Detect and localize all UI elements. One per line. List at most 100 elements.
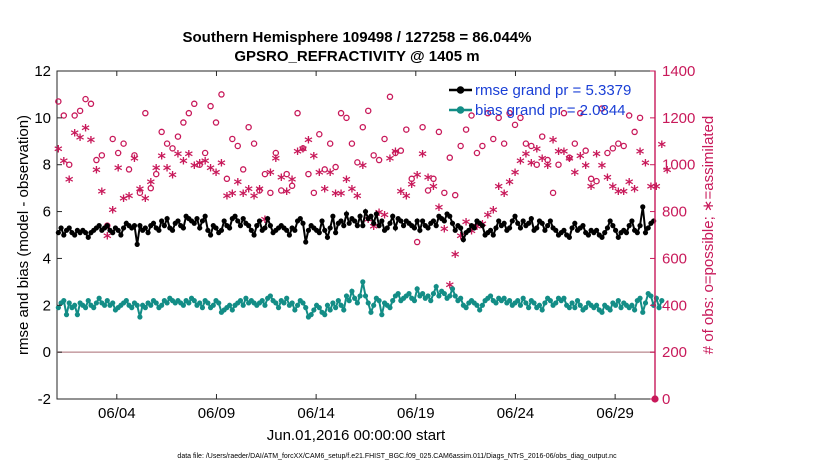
obs-possible-point [500,140,508,147]
obs-assimilated-point: * [424,170,433,189]
obs-possible-point [316,131,323,138]
bias-series-point [618,305,624,311]
obs-assimilated-point: * [261,212,270,231]
bias-series-point [360,279,366,285]
bias-series-point [406,290,412,297]
bias-series-point [205,300,211,306]
obs-assimilated-point: * [380,207,389,226]
obs-possible-point [60,112,68,119]
bias-series-point [436,293,442,299]
obs-assimilated-point: * [451,247,460,266]
bias-series-point [82,305,89,311]
obs-possible-point [218,91,225,98]
obs-possible-point [109,135,116,143]
obs-possible-point [343,114,350,122]
bias-series-point [341,307,347,313]
y2-tick-label: 800 [662,204,687,221]
bias-series-point [294,302,301,308]
obs-assimilated-point: * [560,144,569,163]
obs-possible-point [82,95,89,103]
y2-tick-label: 200 [662,344,687,361]
obs-assimilated-point: * [179,153,188,172]
obs-assimilated-point: * [658,137,667,156]
bias-series-point [137,314,143,320]
bias-series-point [338,302,344,308]
obs-possible-point [560,109,568,117]
obs-assimilated-point: * [522,146,531,165]
y2-tick-label: 1400 [662,63,695,80]
bias-series-point [262,302,268,308]
bias-series-point [477,307,483,313]
rmse-series-point [623,230,630,236]
rmse-series-point [194,216,200,222]
obs-assimilated-point: * [315,165,324,184]
obs-assimilated-point: * [293,144,302,163]
bias-series-point [311,307,317,313]
obs-possible-point [120,140,127,147]
obs-assimilated-point: * [266,165,275,184]
bias-series-point [349,288,355,294]
rmse-series-point [316,230,322,236]
rmse-series-point [354,223,360,229]
rmse-series-point [248,227,254,233]
bias-series-point [210,302,216,308]
rmse-series-point [634,230,640,236]
bias-series-point [441,290,447,297]
rmse-series-point [390,213,396,219]
obs-possible-point [163,140,171,147]
obs-assimilated-point: * [620,184,629,203]
obs-possible-point [593,177,600,185]
rmse-series-point [471,225,477,231]
obs-assimilated-point: * [163,160,172,179]
x-axis: 06/04 06/09 06/14 06/19 06/24 06/29 [98,71,634,422]
obs-assimilated-point: * [408,177,417,196]
obs-possible-point [191,100,198,108]
bias-series-point [216,300,222,306]
rmse-series-point [419,218,426,224]
obs-assimilated-point: * [598,158,607,177]
rmse-series-point [134,241,140,247]
obs-possible-point [158,128,165,136]
obs-possible-point [473,149,481,157]
obs-assimilated-point: * [239,186,248,205]
rmse-series-point [284,227,290,233]
bias-series-point [419,290,426,297]
y-tick-label: 0 [43,344,51,361]
rmse-series-point [585,232,592,238]
obs-assimilated-point: * [489,203,498,222]
rmse-series-point [104,223,110,229]
legend: rmse grand pr = 5.3379 bias grand pr = 2… [449,82,631,119]
bias-series-point [199,305,206,311]
rmse-series-point [207,232,214,238]
x-tick-label: 06/09 [198,405,236,422]
bias-series-point [303,305,309,311]
rmse-series-point [572,220,578,226]
rmse-series-point [256,218,263,224]
rmse-series-point [368,213,374,219]
bias-series-point [333,305,339,311]
rmse-series-point [221,218,227,224]
rmse-series-point [292,227,298,233]
bias-series-point [142,305,148,311]
bias-series-point [129,305,135,311]
rmse-series-point [319,218,325,224]
x-tick-label: 06/24 [497,405,535,422]
rmse-series-point [629,218,635,224]
obs-possible-point [413,238,421,246]
rmse-series-point [580,223,586,229]
obs-possible-point [386,93,394,101]
rmse-series-point [528,216,534,222]
bias-series-point [637,295,643,301]
bias-series-point [515,298,521,304]
rmse-series-point [164,216,170,222]
rmse-series-point [604,225,611,231]
rmse-series-point [357,213,363,219]
rmse-series-point [85,234,91,240]
rmse-series-point [371,220,377,226]
obs-possible-point [370,152,377,159]
bias-series-point [379,312,385,318]
obs-possible-point [625,112,633,119]
obs-assimilated-point: * [554,144,563,163]
obs-assimilated-point: * [277,170,286,189]
bias-series-point [452,293,458,299]
